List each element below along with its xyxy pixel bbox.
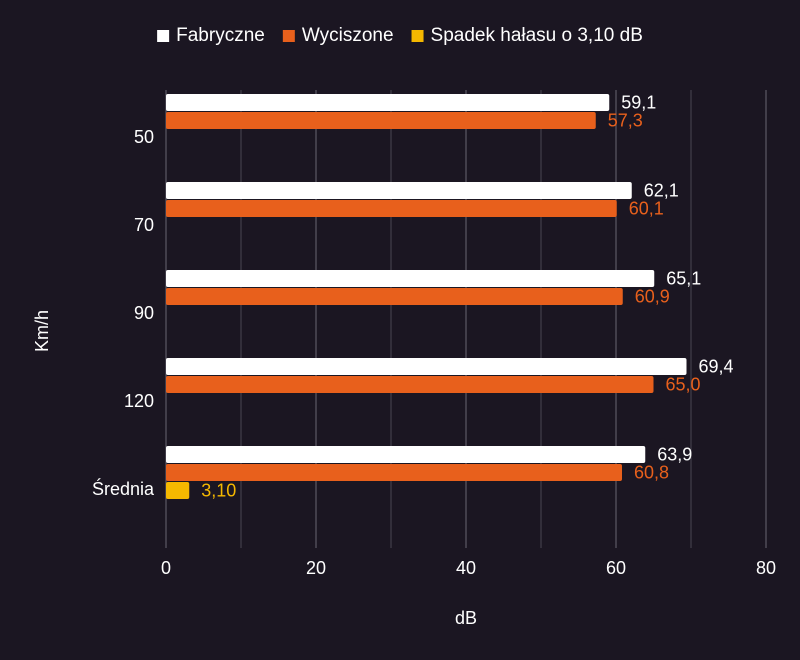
bar-wyciszone-3 — [166, 376, 654, 393]
bar-fabryczne-2 — [166, 270, 655, 287]
bar-wyciszone-0 — [166, 112, 596, 129]
value-label: 65,1 — [666, 269, 701, 289]
value-label: 65,0 — [666, 375, 701, 395]
y-tick-label: 50 — [134, 127, 154, 147]
bar-wyciszone-1 — [166, 200, 617, 217]
value-label: 57,3 — [608, 111, 643, 131]
legend-item: Spadek hałasu o 3,10 dB — [411, 25, 643, 46]
bar-fabryczne-1 — [166, 182, 632, 199]
y-axis-title: Km/h — [32, 310, 52, 352]
x-tick-labels: 0 20 40 60 80 — [161, 558, 776, 578]
bars — [166, 94, 687, 499]
grid-lines — [165, 90, 767, 548]
value-labels: 59,157,3 62,160,1 65,160,9 69,465,0 63,960,8… — [201, 93, 733, 501]
bar-fabryczne-4 — [166, 446, 646, 463]
legend-swatch — [282, 30, 295, 42]
legend-item: Wyciszone — [282, 25, 394, 46]
legend-swatch — [411, 30, 424, 42]
x-tick-label: 0 — [161, 558, 171, 578]
x-tick-label: 60 — [606, 558, 626, 578]
x-tick-label: 20 — [306, 558, 326, 578]
y-tick-label: 90 — [134, 303, 154, 323]
value-label: 60,8 — [634, 463, 669, 483]
legend-swatch — [157, 30, 170, 42]
bar-fabryczne-3 — [166, 358, 687, 375]
value-label: 60,9 — [635, 287, 670, 307]
bar-fabryczne-0 — [166, 94, 610, 111]
value-label: 60,1 — [629, 199, 664, 219]
bar-spadek-4 — [166, 482, 190, 499]
value-label: 3,10 — [201, 481, 236, 501]
value-label: 59,1 — [621, 93, 656, 113]
legend-item: Fabryczne — [157, 25, 265, 46]
y-tick-label: 120 — [124, 391, 154, 411]
value-label: 69,4 — [699, 357, 734, 377]
bar-wyciszone-4 — [166, 464, 622, 481]
y-tick-label: 70 — [134, 215, 154, 235]
x-tick-label: 40 — [456, 558, 476, 578]
y-tick-labels: 50 70 90 120 Średnia — [92, 127, 155, 499]
legend-label: Spadek hałasu o 3,10 dB — [431, 25, 643, 46]
value-label: 62,1 — [644, 181, 679, 201]
bar-wyciszone-2 — [166, 288, 623, 305]
legend: Fabryczne Wyciszone Spadek hałasu o 3,10 d… — [157, 25, 643, 46]
x-tick-label: 80 — [756, 558, 776, 578]
y-tick-label: Średnia — [92, 478, 155, 499]
legend-label: Fabryczne — [176, 25, 265, 46]
x-axis-title: dB — [455, 608, 477, 628]
legend-label: Wyciszone — [302, 25, 394, 46]
value-label: 63,9 — [657, 445, 692, 465]
